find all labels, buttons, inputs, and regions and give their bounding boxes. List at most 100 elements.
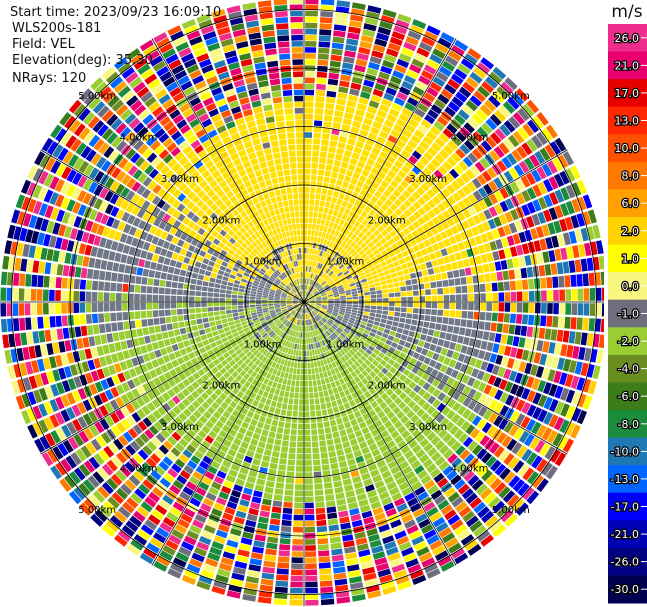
velocity-gate <box>350 329 356 335</box>
velocity-gate <box>344 208 351 216</box>
velocity-gate <box>434 233 443 242</box>
velocity-gate <box>329 248 334 255</box>
velocity-gate <box>394 497 406 507</box>
velocity-gate <box>541 224 550 237</box>
velocity-gate <box>336 372 343 380</box>
velocity-gate <box>83 460 96 473</box>
velocity-gate <box>148 244 157 253</box>
velocity-gate <box>305 526 316 533</box>
velocity-gate <box>358 327 365 332</box>
velocity-gate <box>497 313 504 323</box>
velocity-gate <box>347 432 356 441</box>
velocity-gate <box>421 372 430 381</box>
velocity-gate <box>501 435 513 448</box>
velocity-gate <box>93 453 105 466</box>
velocity-gate <box>131 400 141 411</box>
velocity-gate <box>304 460 312 466</box>
velocity-gate <box>313 309 319 313</box>
velocity-gate <box>317 169 325 176</box>
velocity-gate <box>336 98 346 106</box>
velocity-gate <box>49 289 55 301</box>
velocity-gate <box>417 388 427 397</box>
velocity-gate <box>281 294 287 298</box>
velocity-gate <box>372 506 384 516</box>
velocity-gate <box>178 453 189 464</box>
velocity-gate <box>407 296 413 302</box>
velocity-gate <box>254 484 264 492</box>
velocity-gate <box>334 268 340 274</box>
velocity-gate <box>153 279 160 287</box>
velocity-gate <box>85 314 93 324</box>
velocity-gate <box>257 596 272 604</box>
velocity-gate <box>404 341 412 349</box>
velocity-gate <box>430 315 437 323</box>
velocity-gate <box>43 173 55 188</box>
velocity-gate <box>421 223 430 232</box>
velocity-gate <box>282 353 287 360</box>
velocity-gate <box>317 314 322 319</box>
velocity-gate <box>464 328 472 337</box>
velocity-gate <box>312 310 318 315</box>
velocity-gate <box>329 335 335 341</box>
velocity-gate <box>230 528 242 537</box>
velocity-gate <box>93 394 103 406</box>
velocity-gate <box>458 506 472 518</box>
velocity-gate <box>324 314 330 319</box>
velocity-gate <box>529 154 540 168</box>
velocity-gate <box>512 257 520 268</box>
velocity-gate <box>337 142 346 149</box>
velocity-gate <box>228 414 237 423</box>
velocity-gate <box>137 449 149 461</box>
velocity-gate <box>122 312 129 321</box>
velocity-gate <box>311 311 316 316</box>
velocity-gate <box>118 506 131 519</box>
velocity-gate <box>480 534 494 547</box>
velocity-gate <box>320 292 327 296</box>
velocity-gate <box>283 319 288 325</box>
velocity-gate <box>385 324 392 330</box>
velocity-gate <box>361 169 370 177</box>
velocity-gate <box>326 253 331 260</box>
velocity-gate <box>526 201 536 214</box>
velocity-gate <box>372 121 383 130</box>
velocity-gate <box>334 360 340 367</box>
velocity-gate <box>176 474 188 485</box>
velocity-gate <box>342 155 351 163</box>
velocity-gate <box>120 393 130 405</box>
velocity-gate <box>313 361 318 368</box>
velocity-gate <box>380 529 393 539</box>
velocity-gate <box>288 398 294 405</box>
velocity-gate <box>405 36 419 46</box>
velocity-gate <box>93 198 103 210</box>
velocity-gate <box>279 538 291 545</box>
velocity-gate <box>304 344 307 351</box>
velocity-gate <box>276 310 282 314</box>
velocity-gate <box>484 76 499 89</box>
velocity-gate <box>475 108 488 121</box>
velocity-gate <box>228 348 235 355</box>
velocity-gate <box>460 319 467 327</box>
velocity-gate <box>0 303 7 317</box>
velocity-gate <box>534 439 546 454</box>
velocity-gate <box>443 287 450 295</box>
velocity-gate <box>342 250 349 257</box>
velocity-gate <box>304 472 313 478</box>
velocity-gate <box>239 285 246 290</box>
velocity-gate <box>348 210 355 218</box>
velocity-gate <box>559 289 565 301</box>
velocity-gate <box>284 391 290 398</box>
velocity-gate <box>304 447 312 454</box>
velocity-gate <box>225 434 235 443</box>
velocity-gate <box>295 319 299 325</box>
velocity-gate <box>90 370 100 382</box>
velocity-gate <box>327 307 334 310</box>
velocity-gate <box>539 353 548 366</box>
velocity-gate <box>219 367 227 375</box>
velocity-gate <box>173 416 183 426</box>
velocity-gate <box>218 375 227 383</box>
velocity-gate <box>423 357 431 365</box>
velocity-gate <box>309 398 315 405</box>
velocity-gate <box>280 303 286 305</box>
velocity-gate <box>473 90 486 103</box>
velocity-gate <box>188 244 196 252</box>
